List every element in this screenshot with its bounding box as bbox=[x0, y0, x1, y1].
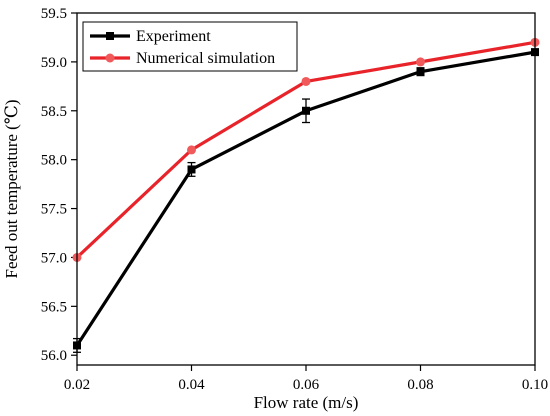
legend: Experiment Numerical simulation bbox=[82, 21, 298, 72]
y-tick-label: 58.5 bbox=[41, 104, 67, 120]
x-axis-label: Flow rate (m/s) bbox=[254, 393, 359, 412]
x-tick-label: 0.04 bbox=[178, 377, 205, 393]
y-axis-label: Feed out temperature (℃) bbox=[2, 99, 21, 278]
legend-box bbox=[82, 21, 298, 72]
legend-marker-experiment bbox=[106, 32, 114, 40]
x-tick-label: 0.08 bbox=[407, 377, 433, 393]
data-point-numerical-simulation bbox=[187, 145, 196, 155]
series-line-numerical-simulation bbox=[75, 40, 536, 259]
y-tick-label: 57.0 bbox=[41, 250, 67, 266]
data-point-experiment bbox=[416, 67, 425, 76]
data-point-experiment bbox=[187, 165, 196, 174]
plot-frame bbox=[76, 12, 536, 366]
y-tick-label: 56.5 bbox=[41, 299, 67, 315]
y-tick-label: 57.5 bbox=[41, 202, 67, 218]
legend-label-numerical-simulation: Numerical simulation bbox=[136, 50, 275, 67]
legend-marker-numerical-simulation bbox=[105, 53, 115, 63]
series-layer bbox=[72, 37, 540, 353]
legend-label-experiment: Experiment bbox=[136, 28, 211, 45]
x-tick-label: 0.02 bbox=[64, 377, 90, 393]
y-tick-label: 58.0 bbox=[41, 153, 67, 169]
y-tick-label: 59.5 bbox=[41, 6, 67, 22]
y-tick-label: 59.0 bbox=[41, 55, 67, 71]
x-tick-label: 0.06 bbox=[293, 377, 320, 393]
data-point-numerical-simulation bbox=[416, 57, 425, 67]
data-point-numerical-simulation bbox=[301, 76, 311, 86]
x-tick-label: 0.10 bbox=[522, 377, 548, 393]
y-tick-label: 56.0 bbox=[41, 348, 67, 364]
series-line-experiment bbox=[75, 50, 536, 347]
data-point-experiment bbox=[302, 106, 310, 115]
axes: 56.0 56.5 57.0 57.5 58.0 58.5 59.0 59.5 0.02 0.04… bbox=[41, 6, 548, 393]
